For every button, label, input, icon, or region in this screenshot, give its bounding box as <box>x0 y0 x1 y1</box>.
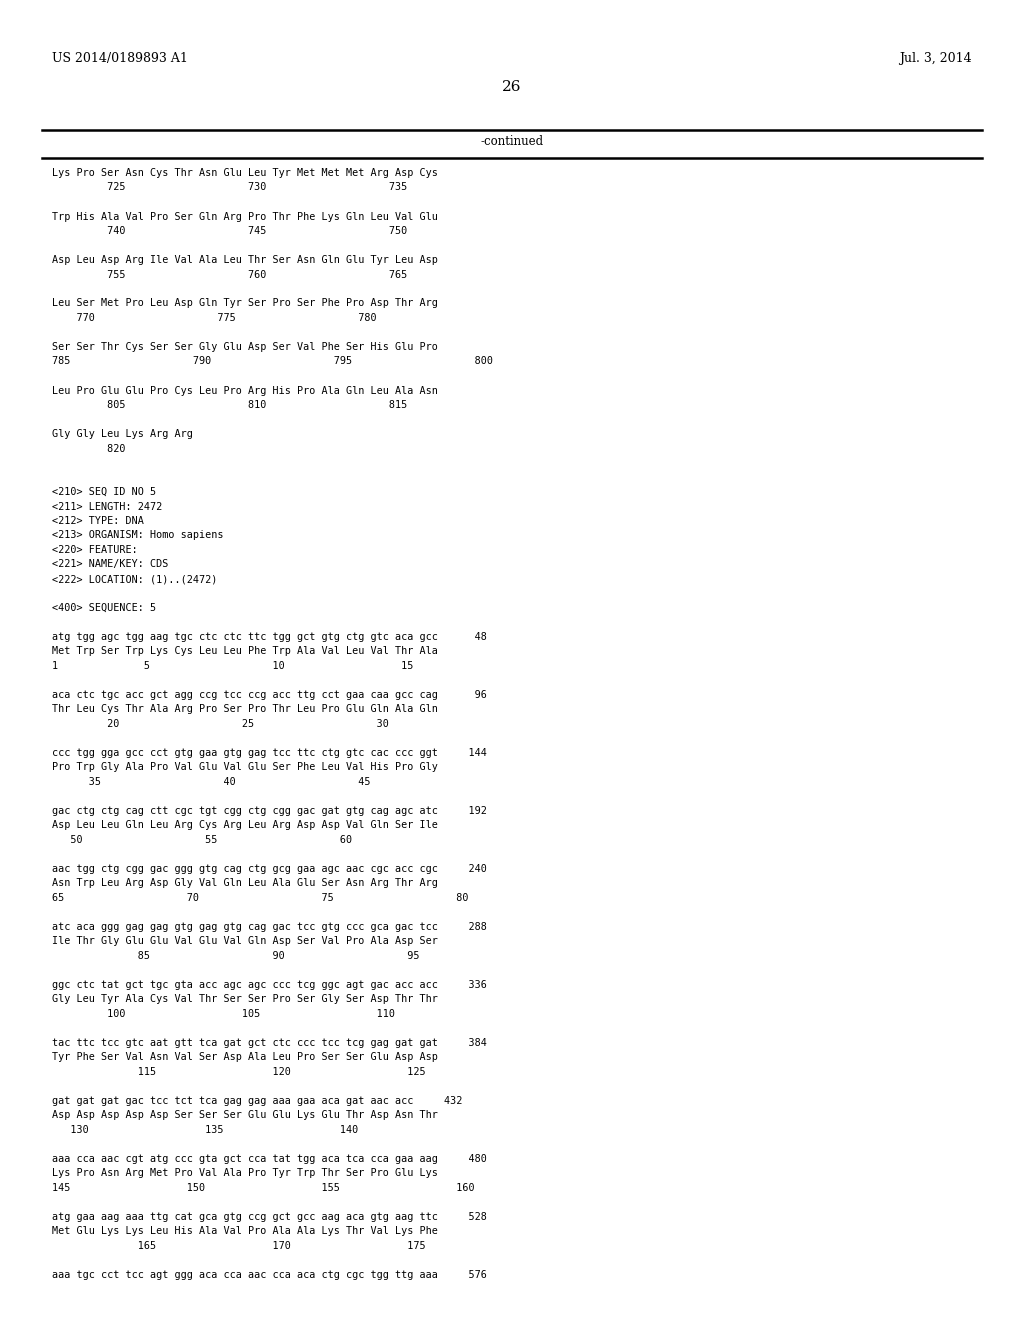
Text: aaa cca aac cgt atg ccc gta gct cca tat tgg aca tca cca gaa aag     480: aaa cca aac cgt atg ccc gta gct cca tat … <box>52 1154 486 1164</box>
Text: 100                   105                   110: 100 105 110 <box>52 1008 395 1019</box>
Text: gat gat gat gac tcc tct tca gag gag aaa gaa aca gat aac acc     432: gat gat gat gac tcc tct tca gag gag aaa … <box>52 1096 463 1106</box>
Text: <212> TYPE: DNA: <212> TYPE: DNA <box>52 516 144 525</box>
Text: 20                    25                    30: 20 25 30 <box>52 719 389 729</box>
Text: 755                    760                    765: 755 760 765 <box>52 269 408 280</box>
Text: 35                    40                    45: 35 40 45 <box>52 777 371 787</box>
Text: Asp Leu Asp Arg Ile Val Ala Leu Thr Ser Asn Gln Glu Tyr Leu Asp: Asp Leu Asp Arg Ile Val Ala Leu Thr Ser … <box>52 255 438 265</box>
Text: 740                    745                    750: 740 745 750 <box>52 226 408 236</box>
Text: atg gaa aag aaa ttg cat gca gtg ccg gct gcc aag aca gtg aag ttc     528: atg gaa aag aaa ttg cat gca gtg ccg gct … <box>52 1212 486 1222</box>
Text: Asp Asp Asp Asp Asp Ser Ser Ser Glu Glu Lys Glu Thr Asp Asn Thr: Asp Asp Asp Asp Asp Ser Ser Ser Glu Glu … <box>52 1110 438 1121</box>
Text: Pro Trp Gly Ala Pro Val Glu Val Glu Ser Phe Leu Val His Pro Gly: Pro Trp Gly Ala Pro Val Glu Val Glu Ser … <box>52 763 438 772</box>
Text: tac ttc tcc gtc aat gtt tca gat gct ctc ccc tcc tcg gag gat gat     384: tac ttc tcc gtc aat gtt tca gat gct ctc … <box>52 1038 486 1048</box>
Text: <400> SEQUENCE: 5: <400> SEQUENCE: 5 <box>52 603 156 612</box>
Text: 820: 820 <box>52 444 126 454</box>
Text: 1              5                    10                   15: 1 5 10 15 <box>52 661 414 671</box>
Text: Tyr Phe Ser Val Asn Val Ser Asp Ala Leu Pro Ser Ser Glu Asp Asp: Tyr Phe Ser Val Asn Val Ser Asp Ala Leu … <box>52 1052 438 1063</box>
Text: Lys Pro Asn Arg Met Pro Val Ala Pro Tyr Trp Thr Ser Pro Glu Lys: Lys Pro Asn Arg Met Pro Val Ala Pro Tyr … <box>52 1168 438 1179</box>
Text: aca ctc tgc acc gct agg ccg tcc ccg acc ttg cct gaa caa gcc cag      96: aca ctc tgc acc gct agg ccg tcc ccg acc … <box>52 690 486 700</box>
Text: 115                   120                   125: 115 120 125 <box>52 1067 426 1077</box>
Text: gac ctg ctg cag ctt cgc tgt cgg ctg cgg gac gat gtg cag agc atc     192: gac ctg ctg cag ctt cgc tgt cgg ctg cgg … <box>52 807 486 816</box>
Text: 65                    70                    75                    80: 65 70 75 80 <box>52 894 469 903</box>
Text: Gly Gly Leu Lys Arg Arg: Gly Gly Leu Lys Arg Arg <box>52 429 193 440</box>
Text: <213> ORGANISM: Homo sapiens: <213> ORGANISM: Homo sapiens <box>52 531 223 540</box>
Text: Jul. 3, 2014: Jul. 3, 2014 <box>899 51 972 65</box>
Text: Asp Leu Leu Gln Leu Arg Cys Arg Leu Arg Asp Asp Val Gln Ser Ile: Asp Leu Leu Gln Leu Arg Cys Arg Leu Arg … <box>52 821 438 830</box>
Text: 725                    730                    735: 725 730 735 <box>52 182 408 193</box>
Text: 770                    775                    780: 770 775 780 <box>52 313 377 323</box>
Text: Ile Thr Gly Glu Glu Val Glu Val Gln Asp Ser Val Pro Ala Asp Ser: Ile Thr Gly Glu Glu Val Glu Val Gln Asp … <box>52 936 438 946</box>
Text: 805                    810                    815: 805 810 815 <box>52 400 408 411</box>
Text: aaa tgc cct tcc agt ggg aca cca aac cca aca ctg cgc tgg ttg aaa     576: aaa tgc cct tcc agt ggg aca cca aac cca … <box>52 1270 486 1280</box>
Text: <221> NAME/KEY: CDS: <221> NAME/KEY: CDS <box>52 560 168 569</box>
Text: <210> SEQ ID NO 5: <210> SEQ ID NO 5 <box>52 487 156 498</box>
Text: 26: 26 <box>502 81 522 94</box>
Text: ggc ctc tat gct tgc gta acc agc agc ccc tcg ggc agt gac acc acc     336: ggc ctc tat gct tgc gta acc agc agc ccc … <box>52 979 486 990</box>
Text: ccc tgg gga gcc cct gtg gaa gtg gag tcc ttc ctg gtc cac ccc ggt     144: ccc tgg gga gcc cct gtg gaa gtg gag tcc … <box>52 748 486 758</box>
Text: -continued: -continued <box>480 135 544 148</box>
Text: Asn Trp Leu Arg Asp Gly Val Gln Leu Ala Glu Ser Asn Arg Thr Arg: Asn Trp Leu Arg Asp Gly Val Gln Leu Ala … <box>52 879 438 888</box>
Text: Ser Ser Thr Cys Ser Ser Gly Glu Asp Ser Val Phe Ser His Glu Pro: Ser Ser Thr Cys Ser Ser Gly Glu Asp Ser … <box>52 342 438 352</box>
Text: aac tgg ctg cgg gac ggg gtg cag ctg gcg gaa agc aac cgc acc cgc     240: aac tgg ctg cgg gac ggg gtg cag ctg gcg … <box>52 865 486 874</box>
Text: 145                   150                   155                   160: 145 150 155 160 <box>52 1183 475 1193</box>
Text: <211> LENGTH: 2472: <211> LENGTH: 2472 <box>52 502 162 511</box>
Text: <222> LOCATION: (1)..(2472): <222> LOCATION: (1)..(2472) <box>52 574 217 583</box>
Text: Lys Pro Ser Asn Cys Thr Asn Glu Leu Tyr Met Met Met Arg Asp Cys: Lys Pro Ser Asn Cys Thr Asn Glu Leu Tyr … <box>52 168 438 178</box>
Text: Leu Ser Met Pro Leu Asp Gln Tyr Ser Pro Ser Phe Pro Asp Thr Arg: Leu Ser Met Pro Leu Asp Gln Tyr Ser Pro … <box>52 298 438 309</box>
Text: 50                    55                    60: 50 55 60 <box>52 836 352 845</box>
Text: Trp His Ala Val Pro Ser Gln Arg Pro Thr Phe Lys Gln Leu Val Glu: Trp His Ala Val Pro Ser Gln Arg Pro Thr … <box>52 211 438 222</box>
Text: Met Trp Ser Trp Lys Cys Leu Leu Phe Trp Ala Val Leu Val Thr Ala: Met Trp Ser Trp Lys Cys Leu Leu Phe Trp … <box>52 647 438 656</box>
Text: <220> FEATURE:: <220> FEATURE: <box>52 545 138 554</box>
Text: Met Glu Lys Lys Leu His Ala Val Pro Ala Ala Lys Thr Val Lys Phe: Met Glu Lys Lys Leu His Ala Val Pro Ala … <box>52 1226 438 1237</box>
Text: atg tgg agc tgg aag tgc ctc ctc ttc tgg gct gtg ctg gtc aca gcc      48: atg tgg agc tgg aag tgc ctc ctc ttc tgg … <box>52 632 486 642</box>
Text: 165                   170                   175: 165 170 175 <box>52 1241 426 1251</box>
Text: 85                    90                    95: 85 90 95 <box>52 950 420 961</box>
Text: Gly Leu Tyr Ala Cys Val Thr Ser Ser Pro Ser Gly Ser Asp Thr Thr: Gly Leu Tyr Ala Cys Val Thr Ser Ser Pro … <box>52 994 438 1005</box>
Text: atc aca ggg gag gag gtg gag gtg cag gac tcc gtg ccc gca gac tcc     288: atc aca ggg gag gag gtg gag gtg cag gac … <box>52 921 486 932</box>
Text: Thr Leu Cys Thr Ala Arg Pro Ser Pro Thr Leu Pro Glu Gln Ala Gln: Thr Leu Cys Thr Ala Arg Pro Ser Pro Thr … <box>52 705 438 714</box>
Text: Leu Pro Glu Glu Pro Cys Leu Pro Arg His Pro Ala Gln Leu Ala Asn: Leu Pro Glu Glu Pro Cys Leu Pro Arg His … <box>52 385 438 396</box>
Text: 130                   135                   140: 130 135 140 <box>52 1125 358 1135</box>
Text: 785                    790                    795                    800: 785 790 795 800 <box>52 356 493 367</box>
Text: US 2014/0189893 A1: US 2014/0189893 A1 <box>52 51 187 65</box>
